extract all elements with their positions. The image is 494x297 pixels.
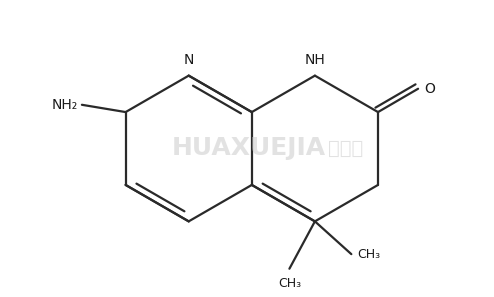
Text: CH₃: CH₃ <box>278 277 301 290</box>
Text: 化学加: 化学加 <box>329 139 364 158</box>
Text: HUAXUEJIA: HUAXUEJIA <box>171 137 326 160</box>
Text: NH: NH <box>304 53 325 67</box>
Text: N: N <box>184 53 194 67</box>
Text: CH₃: CH₃ <box>357 248 380 261</box>
Text: NH₂: NH₂ <box>52 98 78 112</box>
Text: O: O <box>424 82 435 96</box>
